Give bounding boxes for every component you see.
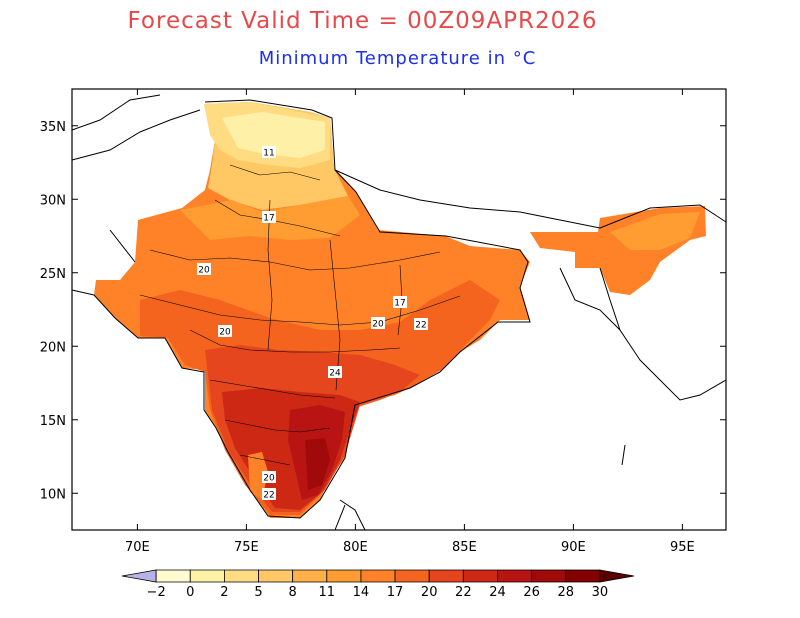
colorbar-swatch (531, 569, 567, 583)
contour-label-box (262, 146, 276, 158)
y-tick-label: 30N (40, 193, 66, 208)
temperature-region-ne-cool (610, 212, 700, 250)
contour-label-box (328, 366, 342, 378)
x-tick-label: 95E (670, 540, 695, 555)
colorbar-swatch (326, 569, 362, 583)
temperature-field (94, 102, 706, 518)
colorbar-label: 30 (592, 585, 609, 600)
contour-label: 20 (372, 320, 384, 330)
y-tick-label: 15N (40, 414, 66, 429)
y-tick-label: 10N (40, 487, 66, 502)
y-axis: 35N 30N 25N 20N 15N 10N (40, 120, 726, 502)
contour-label: 20 (263, 474, 275, 484)
contour-label-box (262, 488, 276, 500)
colorbar-label: 14 (353, 585, 370, 600)
colorbar-label: 8 (289, 585, 297, 600)
neighbor-border-west (71, 94, 201, 296)
x-tick-label: 75E (234, 540, 259, 555)
contour-label-box (262, 211, 276, 223)
temperature-region-core (305, 438, 330, 490)
colorbar: −2 0 2 5 8 11 14 17 20 22 24 26 28 30 (121, 569, 635, 600)
contour-label: 20 (219, 328, 231, 338)
temperature-region-north-coolest (222, 112, 325, 158)
colorbar-swatch (155, 569, 191, 583)
colorbar-swatch (462, 569, 498, 583)
x-axis: 70E 75E 80E 85E 90E 95E (125, 89, 695, 555)
colorbar-label: 2 (220, 585, 228, 600)
y-tick-label: 35N (40, 120, 66, 135)
colorbar-label: 22 (455, 585, 472, 600)
contour-label-box (414, 318, 428, 330)
contour-labels: 11 17 20 17 20 22 20 24 20 22 (197, 146, 428, 501)
colorbar-swatch (394, 569, 430, 583)
y-tick-label: 25N (40, 267, 66, 282)
colorbar-label: 20 (421, 585, 438, 600)
contour-label-box (218, 325, 232, 337)
colorbar-label: 17 (387, 585, 404, 600)
island-marks (621, 444, 626, 466)
colorbar-label: 11 (319, 585, 336, 600)
x-tick-label: 85E (452, 540, 477, 555)
contour-label: 20 (198, 266, 210, 276)
contour-label: 11 (263, 149, 274, 159)
forecast-title: Forecast Valid Time = 00Z09APR2026 (127, 8, 598, 34)
colorbar-label: 28 (557, 585, 574, 600)
contour-label-box (393, 296, 407, 308)
colorbar-swatch (428, 569, 464, 583)
country-outline (93, 99, 531, 519)
colorbar-swatch (189, 569, 225, 583)
colorbar-swatch (599, 569, 635, 583)
map-subtitle: Minimum Temperature in °C (258, 48, 537, 69)
colorbar-label: 5 (254, 585, 262, 600)
colorbar-swatch (292, 569, 328, 583)
colorbar-swatch (121, 569, 157, 583)
colorbar-swatch (565, 569, 601, 583)
y-tick-label: 20N (40, 340, 66, 355)
colorbar-label: 26 (523, 585, 540, 600)
contour-label: 24 (329, 369, 341, 379)
contour-label: 17 (394, 299, 405, 309)
plot-frame (71, 88, 727, 531)
x-tick-label: 70E (125, 540, 150, 555)
colorbar-swatch (224, 569, 259, 583)
contour-label-box (371, 317, 385, 329)
neighbor-border-east (559, 267, 727, 401)
x-tick-label: 80E (343, 540, 368, 555)
neighbor-border-north (334, 169, 727, 229)
colorbar-swatch (497, 569, 532, 583)
contour-label: 22 (415, 321, 426, 331)
colorbar-label: 24 (489, 585, 506, 600)
contour-label-box (262, 471, 276, 483)
x-tick-label: 90E (561, 540, 586, 555)
contour-label-box (197, 263, 211, 275)
colorbar-swatch (258, 569, 294, 583)
contour-label: 17 (263, 214, 274, 224)
boundary-lines (71, 94, 727, 531)
colorbar-label: −2 (147, 585, 166, 600)
colorbar-label: 0 (186, 585, 194, 600)
sri-lanka-outline (334, 499, 366, 531)
colorbar-swatch (360, 569, 396, 583)
contour-label: 22 (263, 491, 274, 501)
